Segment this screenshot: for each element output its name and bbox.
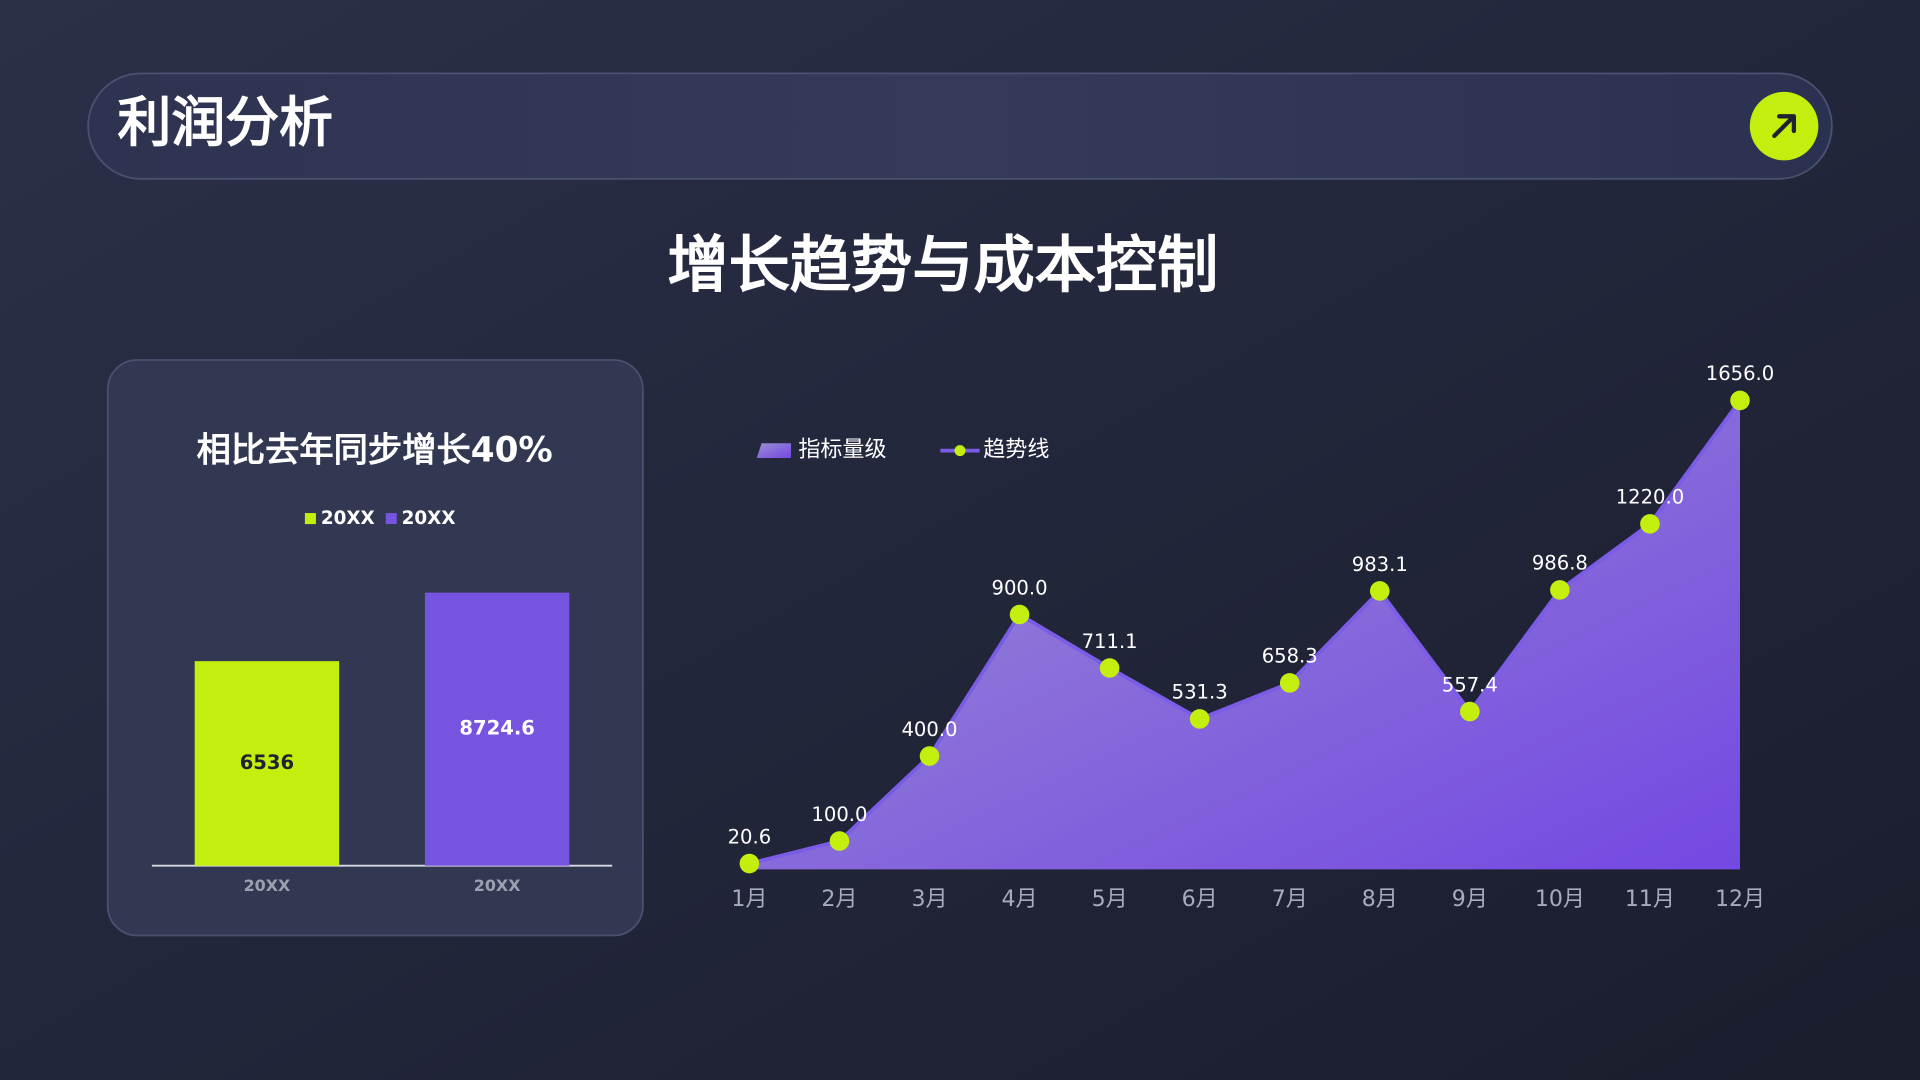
data-label: 711.1 <box>1082 630 1138 653</box>
x-tick-label: 12月 <box>1715 887 1765 912</box>
data-label: 100.0 <box>811 803 867 826</box>
data-label: 900.0 <box>992 576 1048 599</box>
data-label: 8724.6 <box>459 717 535 740</box>
x-tick-label: 20XX <box>474 876 521 895</box>
x-tick-label: 6月 <box>1182 887 1218 912</box>
chart-title: 相比去年同步增长40% <box>197 430 553 470</box>
marker <box>1369 581 1390 601</box>
legend-swatch <box>756 443 792 458</box>
marker <box>1279 673 1300 693</box>
data-label: 400.0 <box>901 718 957 741</box>
data-label: 531.3 <box>1172 681 1228 704</box>
x-tick-label: 3月 <box>911 887 947 912</box>
data-label: 983.1 <box>1352 553 1408 576</box>
data-label: 6536 <box>240 751 295 774</box>
data-label: 20.6 <box>728 825 772 848</box>
x-tick-label: 10月 <box>1535 887 1585 912</box>
trend-line <box>748 399 1742 866</box>
data-label: 1656.0 <box>1706 362 1775 385</box>
x-tick-label: 4月 <box>1002 887 1038 912</box>
x-tick-label: 9月 <box>1452 887 1488 912</box>
area <box>749 400 1740 870</box>
marker <box>1460 701 1480 722</box>
legend-swatch <box>385 513 397 525</box>
bar <box>194 661 340 866</box>
header-bar <box>87 72 1833 180</box>
data-label: 658.3 <box>1262 645 1318 668</box>
data-label: 986.8 <box>1532 552 1588 575</box>
legend-label: 趋势线 <box>983 438 1049 463</box>
arrow-button[interactable] <box>1749 91 1819 161</box>
bar <box>424 592 570 866</box>
legend-swatch <box>304 513 316 525</box>
x-tick-label: 1月 <box>731 887 767 912</box>
x-tick-label: 7月 <box>1272 887 1308 912</box>
header-title: 利润分析 <box>118 91 333 154</box>
marker <box>919 746 940 766</box>
legend-label: 指标量级 <box>798 438 886 463</box>
marker <box>1189 709 1210 729</box>
marker <box>739 853 760 874</box>
legend-swatch <box>954 445 966 457</box>
x-tick-label: 11月 <box>1625 887 1675 912</box>
x-tick-label: 20XX <box>244 876 291 895</box>
marker <box>1640 514 1660 534</box>
marker <box>1730 390 1750 411</box>
marker <box>1009 604 1030 625</box>
x-tick-label: 2月 <box>821 887 857 912</box>
subtitle: 增长趋势与成本控制 <box>667 230 1218 301</box>
legend-label: 20XX <box>321 508 375 529</box>
marker <box>829 831 850 851</box>
legend-label: 20XX <box>402 508 456 529</box>
marker <box>1550 580 1570 600</box>
data-label: 557.4 <box>1442 673 1498 696</box>
x-tick-label: 8月 <box>1362 887 1398 912</box>
marker <box>1099 658 1120 678</box>
x-tick-label: 5月 <box>1092 887 1128 912</box>
data-label: 1220.0 <box>1616 486 1685 509</box>
